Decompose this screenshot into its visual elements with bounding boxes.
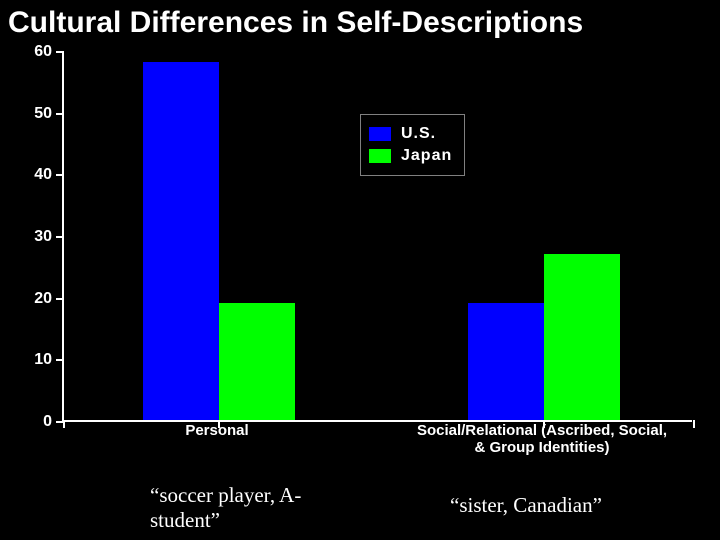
x-tick [693, 420, 695, 428]
legend-swatch [369, 127, 391, 141]
legend: U.S. Japan [360, 114, 465, 176]
y-tick [56, 298, 64, 300]
y-tick-label: 50 [34, 105, 52, 123]
bar-personal-us [143, 62, 219, 420]
y-tick [56, 174, 64, 176]
y-tick [56, 236, 64, 238]
x-tick [63, 420, 65, 428]
legend-item-us: U.S. [369, 125, 452, 143]
plot-area [62, 52, 692, 422]
footnote-personal-example: “soccer player, A-student” [150, 483, 330, 533]
legend-label: U.S. [401, 125, 436, 143]
y-tick-label: 60 [34, 43, 52, 61]
y-tick [56, 359, 64, 361]
footnote-social-example: “sister, Canadian” [450, 493, 602, 518]
slide-title: Cultural Differences in Self-Description… [0, 0, 720, 44]
legend-swatch [369, 149, 391, 163]
y-tick-label: 0 [43, 413, 52, 431]
y-tick-label: 30 [34, 228, 52, 246]
legend-label: Japan [401, 147, 452, 165]
y-tick [56, 51, 64, 53]
legend-item-japan: Japan [369, 147, 452, 165]
bar-social-us [468, 303, 544, 420]
chart: 0 10 20 30 40 50 60 Personal Social/Relational… [10, 44, 710, 464]
y-tick [56, 113, 64, 115]
y-tick-label: 20 [34, 290, 52, 308]
x-category-label-social: Social/Relational (Ascribed, Social, & G… [412, 422, 672, 456]
x-category-label-personal: Personal [157, 422, 277, 439]
y-tick-label: 10 [34, 351, 52, 369]
y-tick-label: 40 [34, 166, 52, 184]
bar-personal-japan [219, 303, 295, 420]
y-axis-labels: 0 10 20 30 40 50 60 [10, 44, 58, 464]
bar-social-japan [544, 254, 620, 421]
